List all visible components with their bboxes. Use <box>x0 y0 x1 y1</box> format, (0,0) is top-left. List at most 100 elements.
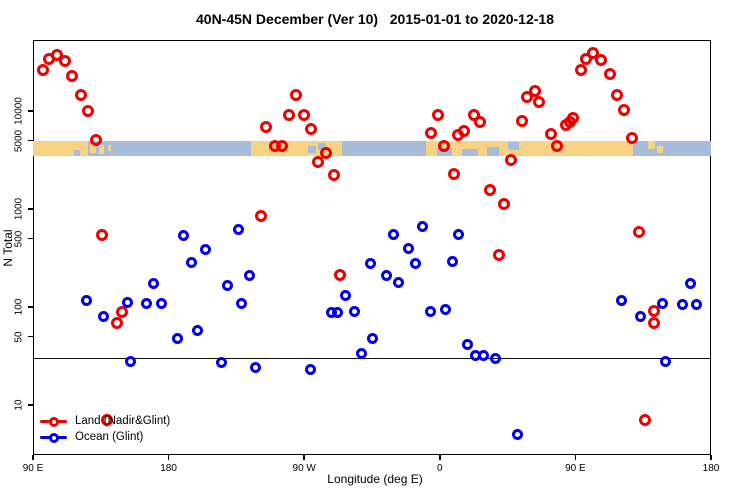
data-point-ocean <box>148 278 160 290</box>
data-point-land <box>304 123 317 136</box>
y-tick-label: 1000 <box>13 197 25 221</box>
x-tick <box>32 455 34 460</box>
map-strip-island-patch <box>648 140 655 149</box>
y-tick-label: 50 <box>13 331 25 343</box>
data-point-ocean <box>215 357 227 369</box>
x-tick-label: 90 E <box>565 463 586 474</box>
y-tick-label: 10 <box>13 399 25 411</box>
data-point-ocean <box>388 229 400 240</box>
data-point-land <box>595 54 607 67</box>
data-point-land <box>483 184 496 197</box>
x-axis-label: Longitude (deg E) <box>327 472 423 486</box>
data-point-ocean <box>676 298 688 310</box>
data-point-land <box>89 134 102 146</box>
map-strip-water-patch <box>486 146 499 156</box>
x-tick <box>303 455 305 460</box>
data-point-land <box>474 116 487 129</box>
y-tick-label: 500 <box>13 230 25 247</box>
map-strip-land-segment <box>425 140 633 156</box>
data-point-land <box>276 139 289 152</box>
data-point-ocean <box>684 277 696 289</box>
data-point-land <box>516 115 529 128</box>
data-point-land <box>81 105 94 117</box>
y-tick <box>28 306 33 308</box>
data-point-ocean <box>446 255 458 267</box>
data-point-ocean <box>171 332 183 344</box>
data-point-ocean <box>178 229 190 241</box>
data-point-land <box>505 154 518 167</box>
data-point-ocean <box>140 297 152 309</box>
data-point-land <box>431 109 444 122</box>
reference-line <box>33 358 711 360</box>
data-point-ocean <box>477 350 489 362</box>
data-point-land <box>96 229 108 242</box>
data-point-land <box>521 90 534 103</box>
legend-marker-ocean <box>48 432 59 443</box>
map-strip-water-patch <box>73 149 80 156</box>
data-point-ocean <box>440 303 452 315</box>
data-point-land <box>58 55 71 68</box>
data-point-land <box>66 69 79 82</box>
data-point-ocean <box>236 298 248 310</box>
data-point-land <box>493 248 505 261</box>
data-point-ocean <box>356 347 368 359</box>
data-point-ocean <box>690 298 702 310</box>
data-point-land <box>334 269 347 282</box>
data-point-ocean <box>364 257 376 269</box>
data-point-ocean <box>402 242 414 254</box>
data-point-land <box>497 197 510 210</box>
data-point-land <box>639 414 651 427</box>
data-point-ocean <box>381 269 393 281</box>
y-tick <box>28 237 33 240</box>
data-point-ocean <box>156 298 168 310</box>
x-tick-label: 90 E <box>22 463 44 474</box>
data-point-land <box>626 132 639 145</box>
map-strip-island-patch <box>656 145 663 154</box>
data-point-land <box>425 126 438 139</box>
data-point-land <box>610 88 623 101</box>
data-point-ocean <box>233 223 245 235</box>
data-point-ocean <box>332 306 344 318</box>
x-tick <box>167 455 170 460</box>
data-point-land <box>254 209 267 222</box>
x-tick-label: 90 W <box>292 463 316 474</box>
data-point-ocean <box>250 362 262 374</box>
data-point-land <box>282 109 295 122</box>
data-point-ocean <box>366 332 378 344</box>
data-point-land <box>110 316 123 329</box>
map-strip-water-patch <box>318 142 327 150</box>
y-tick-label: 100 <box>13 298 25 316</box>
data-point-ocean <box>192 324 204 336</box>
data-point-land <box>100 414 113 427</box>
data-point-land <box>259 120 272 133</box>
data-point-ocean <box>656 297 668 309</box>
data-point-ocean <box>349 305 361 317</box>
data-point-land <box>579 52 592 65</box>
data-point-land <box>648 305 661 318</box>
y-tick-label: 10000 <box>13 97 25 125</box>
y-tick-label: 5000 <box>13 129 25 152</box>
x-tick-label: 180 <box>160 463 177 474</box>
data-point-land <box>468 109 480 122</box>
x-tick <box>574 455 577 460</box>
data-point-land <box>604 67 617 80</box>
data-point-land <box>290 88 303 101</box>
data-point-ocean <box>98 311 110 323</box>
map-strip-island-patch <box>89 143 96 153</box>
data-point-ocean <box>410 257 422 269</box>
data-point-ocean <box>634 311 646 323</box>
data-point-land <box>447 168 460 181</box>
data-point-ocean <box>244 269 256 281</box>
x-tick-label: 180 <box>702 463 720 474</box>
x-tick <box>439 455 441 460</box>
data-point-land <box>574 64 587 77</box>
data-point-land <box>36 64 49 77</box>
data-point-ocean <box>200 243 212 255</box>
data-point-ocean <box>393 276 405 288</box>
y-axis-label: N Total <box>1 229 15 267</box>
data-point-land <box>328 169 341 182</box>
y-tick <box>28 404 33 406</box>
y-tick <box>28 335 33 338</box>
data-point-land <box>544 128 557 141</box>
